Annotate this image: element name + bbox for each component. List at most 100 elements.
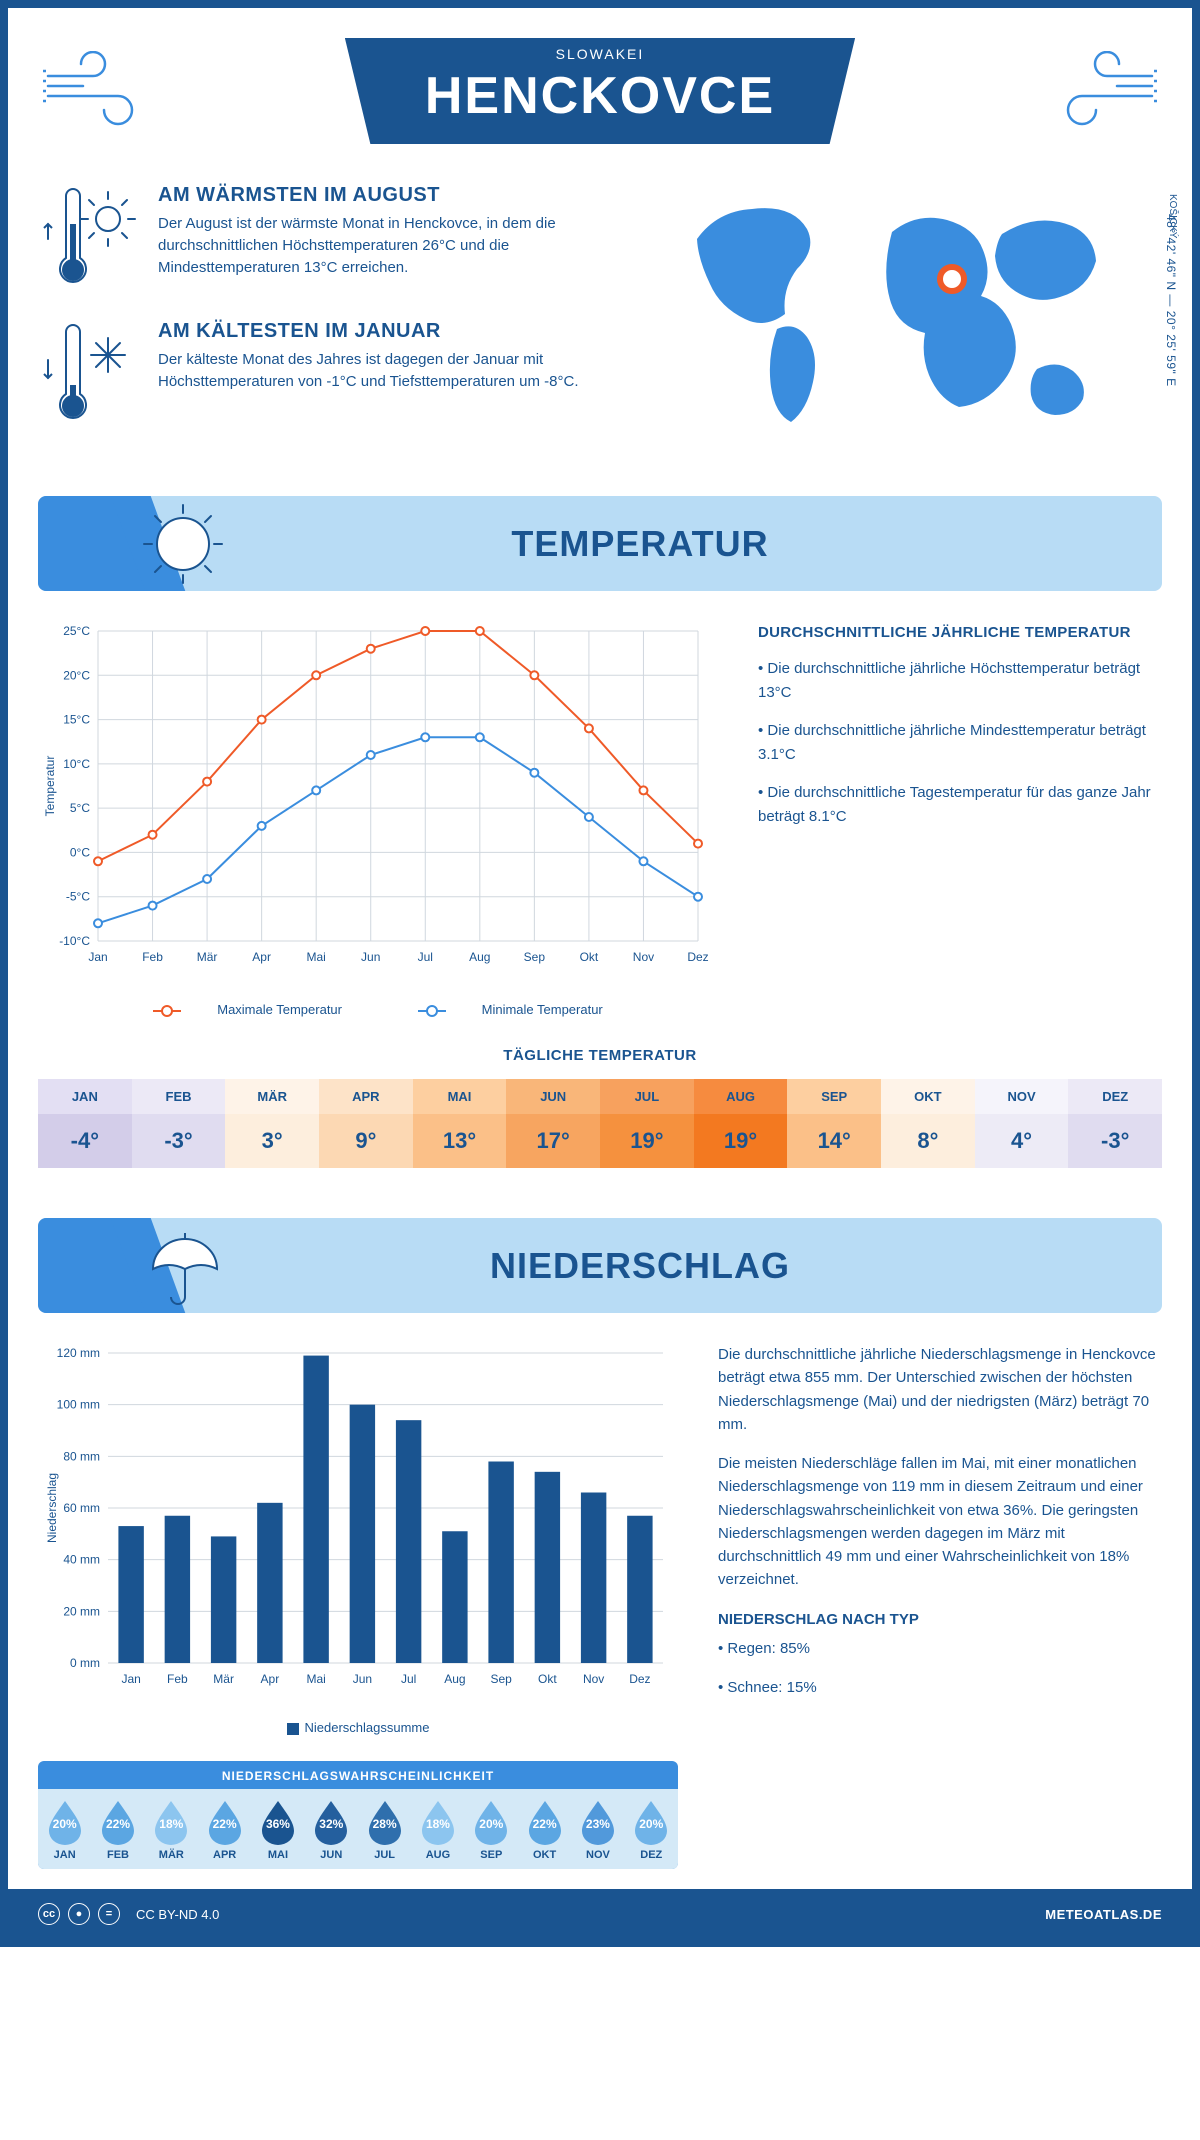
prob-cell: 22% OKT	[518, 1799, 571, 1861]
umbrella-icon	[138, 1221, 228, 1311]
section-header-temperature: TEMPERATUR	[38, 496, 1162, 591]
coordinates: 48° 42' 46" N — 20° 25' 59" E	[1164, 214, 1178, 387]
section-header-precipitation: NIEDERSCHLAG	[38, 1218, 1162, 1313]
svg-text:Sep: Sep	[490, 1672, 512, 1686]
daily-temp-cell: OKT 8°	[881, 1079, 975, 1168]
precipitation-probability: NIEDERSCHLAGSWAHRSCHEINLICHKEIT 20% JAN …	[38, 1761, 678, 1869]
coldest-text: Der kälteste Monat des Jahres ist dagege…	[158, 349, 622, 393]
svg-text:Jan: Jan	[88, 950, 107, 964]
temp-chart-legend: Maximale Temperatur Minimale Temperatur	[38, 1002, 718, 1017]
world-map-icon	[662, 184, 1112, 444]
daily-temp-cell: APR 9°	[319, 1079, 413, 1168]
cc-icon: cc	[38, 1903, 60, 1925]
brand: METEOATLAS.DE	[1045, 1907, 1162, 1922]
svg-text:5°C: 5°C	[70, 801, 90, 815]
precip-para-2: Die meisten Niederschläge fallen im Mai,…	[718, 1452, 1162, 1592]
svg-text:0 mm: 0 mm	[70, 1656, 100, 1670]
svg-text:Dez: Dez	[629, 1672, 650, 1686]
daily-temp-cell: MÄR 3°	[225, 1079, 319, 1168]
svg-text:20°C: 20°C	[63, 668, 90, 682]
precip-legend-label: Niederschlagssumme	[305, 1720, 430, 1735]
wind-icon-left	[38, 51, 158, 131]
svg-text:Feb: Feb	[142, 950, 163, 964]
svg-text:40 mm: 40 mm	[63, 1553, 100, 1567]
warmest-block: AM WÄRMSTEN IM AUGUST Der August ist der…	[38, 184, 622, 294]
daily-temp-cell: NOV 4°	[975, 1079, 1069, 1168]
daily-temp-cell: SEP 14°	[787, 1079, 881, 1168]
svg-text:Mai: Mai	[307, 950, 326, 964]
prob-cell: 18% MÄR	[145, 1799, 198, 1861]
by-icon: ●	[68, 1903, 90, 1925]
svg-text:Okt: Okt	[538, 1672, 557, 1686]
precip-type-line: • Regen: 85%	[718, 1637, 1162, 1660]
prob-cell: 28% JUL	[358, 1799, 411, 1861]
wind-icon-right	[1042, 51, 1162, 131]
svg-text:Apr: Apr	[261, 1672, 280, 1686]
legend-min: Minimale Temperatur	[482, 1002, 603, 1017]
prob-cell: 20% SEP	[465, 1799, 518, 1861]
temp-stats-title: DURCHSCHNITTLICHE JÄHRLICHE TEMPERATUR	[758, 621, 1162, 645]
svg-text:100 mm: 100 mm	[57, 1398, 100, 1412]
daily-temp-cell: DEZ -3°	[1068, 1079, 1162, 1168]
svg-text:Apr: Apr	[252, 950, 271, 964]
svg-text:Jul: Jul	[401, 1672, 416, 1686]
svg-text:0°C: 0°C	[70, 845, 90, 859]
svg-text:Aug: Aug	[444, 1672, 465, 1686]
prob-cell: 18% AUG	[411, 1799, 464, 1861]
prob-cell: 36% MAI	[251, 1799, 304, 1861]
prob-cell: 22% FEB	[91, 1799, 144, 1861]
daily-temp-title: TÄGLICHE TEMPERATUR	[38, 1047, 1162, 1064]
precipitation-chart: 0 mm20 mm40 mm60 mm80 mm100 mm120 mmNied…	[38, 1343, 678, 1735]
license-text: CC BY-ND 4.0	[136, 1907, 219, 1922]
svg-text:Jul: Jul	[418, 950, 433, 964]
precip-type-line: • Schnee: 15%	[718, 1676, 1162, 1699]
world-map-block: KOŠICKÝ 48° 42' 46" N — 20° 25' 59" E	[662, 184, 1162, 456]
temperature-chart: -10°C -5°C 0°C 5°C 10°C 15°C 20°C 25°C Jan Feb Mär…	[38, 621, 718, 1017]
daily-temp-cell: JAN -4°	[38, 1079, 132, 1168]
coldest-title: AM KÄLTESTEN IM JANUAR	[158, 320, 622, 343]
prob-cell: 20% JAN	[38, 1799, 91, 1861]
svg-text:Temperatur: Temperatur	[43, 756, 57, 817]
sun-icon	[138, 499, 228, 589]
thermometer-sun-icon	[38, 184, 138, 294]
svg-text:20 mm: 20 mm	[63, 1604, 100, 1618]
header: HENCKOVCE SLOWAKEI	[38, 8, 1162, 154]
daily-temp-cell: FEB -3°	[132, 1079, 226, 1168]
daily-temp-grid: JAN -4°FEB -3°MÄR 3°APR 9°MAI 13°JUN 17°…	[38, 1079, 1162, 1168]
warmest-title: AM WÄRMSTEN IM AUGUST	[158, 184, 622, 207]
svg-text:Mär: Mär	[197, 950, 218, 964]
precip-chart-legend: Niederschlagssumme	[38, 1720, 678, 1735]
svg-text:Jun: Jun	[353, 1672, 372, 1686]
footer: cc ● = CC BY-ND 4.0 METEOATLAS.DE	[8, 1889, 1192, 1939]
svg-text:120 mm: 120 mm	[57, 1346, 100, 1360]
prob-cell: 23% NOV	[571, 1799, 624, 1861]
svg-text:Feb: Feb	[167, 1672, 188, 1686]
svg-text:10°C: 10°C	[63, 757, 90, 771]
svg-text:Mär: Mär	[213, 1672, 234, 1686]
svg-text:25°C: 25°C	[63, 624, 90, 638]
svg-text:Okt: Okt	[580, 950, 599, 964]
svg-text:Sep: Sep	[524, 950, 546, 964]
svg-text:Jun: Jun	[361, 950, 380, 964]
temperature-stats: DURCHSCHNITTLICHE JÄHRLICHE TEMPERATUR •…	[758, 621, 1162, 1017]
thermometer-snow-icon	[38, 320, 138, 430]
temperature-title: TEMPERATUR	[228, 523, 1162, 565]
precipitation-title: NIEDERSCHLAG	[228, 1245, 1162, 1287]
svg-text:-10°C: -10°C	[59, 934, 90, 948]
temp-stat-line: • Die durchschnittliche jährliche Mindes…	[758, 719, 1162, 767]
svg-text:Aug: Aug	[469, 950, 490, 964]
nd-icon: =	[98, 1903, 120, 1925]
svg-text:-5°C: -5°C	[66, 890, 90, 904]
prob-cell: 22% APR	[198, 1799, 251, 1861]
title-ribbon: HENCKOVCE SLOWAKEI	[345, 38, 855, 144]
svg-text:Jan: Jan	[121, 1672, 140, 1686]
temp-stat-line: • Die durchschnittliche Tagestemperatur …	[758, 781, 1162, 829]
svg-text:15°C: 15°C	[63, 713, 90, 727]
svg-text:Niederschlag: Niederschlag	[45, 1473, 59, 1543]
precip-type-title: NIEDERSCHLAG NACH TYP	[718, 1608, 1162, 1631]
warmest-text: Der August ist der wärmste Monat in Henc…	[158, 213, 622, 278]
prob-title: NIEDERSCHLAGSWAHRSCHEINLICHKEIT	[38, 1769, 678, 1783]
prob-cell: 20% DEZ	[625, 1799, 678, 1861]
daily-temp-cell: MAI 13°	[413, 1079, 507, 1168]
svg-text:Nov: Nov	[583, 1672, 604, 1686]
